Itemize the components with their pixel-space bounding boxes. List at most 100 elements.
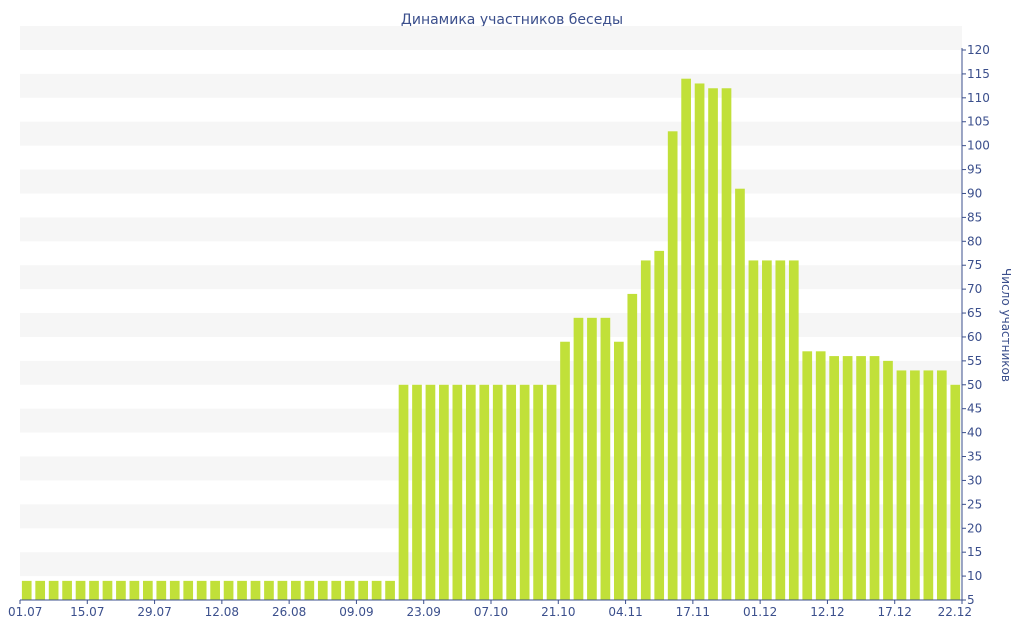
bar[interactable] bbox=[627, 293, 638, 600]
x-tick-label: 12.12 bbox=[810, 605, 844, 619]
bar[interactable] bbox=[802, 351, 813, 600]
bar[interactable] bbox=[936, 370, 947, 600]
x-tick-label: 17.12 bbox=[878, 605, 912, 619]
bar[interactable] bbox=[910, 370, 920, 600]
grid-band bbox=[20, 217, 962, 242]
x-tick-label: 26.08 bbox=[272, 605, 306, 619]
bar[interactable] bbox=[21, 580, 32, 600]
grid-band bbox=[20, 313, 962, 337]
bar[interactable] bbox=[869, 356, 880, 600]
y-tick-label: 80 bbox=[967, 234, 982, 248]
y-tick-label: 20 bbox=[967, 521, 982, 535]
bar[interactable] bbox=[883, 360, 893, 600]
bar[interactable] bbox=[196, 580, 207, 600]
bar[interactable] bbox=[546, 384, 557, 600]
bar[interactable] bbox=[654, 250, 665, 600]
bar[interactable] bbox=[600, 317, 611, 600]
bar[interactable] bbox=[264, 580, 274, 600]
bar[interactable] bbox=[412, 384, 422, 600]
bar[interactable] bbox=[62, 580, 72, 600]
bar[interactable] bbox=[129, 580, 140, 600]
bar[interactable] bbox=[762, 260, 772, 600]
bar[interactable] bbox=[291, 580, 301, 600]
bar[interactable] bbox=[142, 580, 153, 600]
bar[interactable] bbox=[223, 580, 234, 600]
bar[interactable] bbox=[492, 384, 503, 600]
x-tick-label: 01.07 bbox=[8, 605, 42, 619]
bar[interactable] bbox=[533, 384, 543, 600]
bar[interactable] bbox=[708, 88, 718, 601]
bar[interactable] bbox=[667, 131, 678, 600]
bar[interactable] bbox=[640, 260, 651, 600]
bar[interactable] bbox=[950, 384, 961, 600]
bar[interactable] bbox=[358, 580, 369, 600]
bar[interactable] bbox=[317, 580, 328, 600]
x-tick-label: 21.10 bbox=[541, 605, 575, 619]
bar[interactable] bbox=[169, 580, 180, 600]
bar[interactable] bbox=[425, 384, 436, 600]
bar[interactable] bbox=[35, 580, 46, 600]
x-tick-label: 22.12 bbox=[938, 605, 972, 619]
bar[interactable] bbox=[344, 580, 355, 600]
grid-band bbox=[20, 73, 962, 98]
bar[interactable] bbox=[815, 351, 826, 600]
bar[interactable] bbox=[560, 341, 570, 600]
bar[interactable] bbox=[304, 580, 315, 600]
bar[interactable] bbox=[829, 356, 840, 600]
grid-band bbox=[20, 169, 962, 194]
bar[interactable] bbox=[721, 88, 732, 601]
bar[interactable] bbox=[250, 580, 261, 600]
bar[interactable] bbox=[681, 78, 691, 600]
y-tick-label: 55 bbox=[967, 354, 982, 368]
grid-band bbox=[20, 121, 962, 146]
bar[interactable] bbox=[398, 384, 409, 600]
bar[interactable] bbox=[923, 370, 934, 600]
grid-band bbox=[20, 26, 962, 50]
bar[interactable] bbox=[842, 356, 853, 600]
bar[interactable] bbox=[748, 260, 759, 600]
y-tick-label: 15 bbox=[967, 545, 982, 559]
y-tick-label: 30 bbox=[967, 473, 982, 487]
bar[interactable] bbox=[519, 384, 530, 600]
bar[interactable] bbox=[694, 83, 705, 600]
bar[interactable] bbox=[465, 384, 476, 600]
bar[interactable] bbox=[573, 317, 584, 600]
bar[interactable] bbox=[735, 188, 745, 600]
bar[interactable] bbox=[587, 317, 597, 600]
bar[interactable] bbox=[48, 580, 59, 600]
bar[interactable] bbox=[277, 580, 288, 600]
bar[interactable] bbox=[371, 580, 382, 600]
bar[interactable] bbox=[613, 341, 624, 600]
bar[interactable] bbox=[156, 580, 167, 600]
bar[interactable] bbox=[506, 384, 517, 600]
bar[interactable] bbox=[183, 580, 194, 600]
bars bbox=[21, 78, 961, 601]
y-tick-label: 70 bbox=[967, 282, 982, 296]
y-tick-label: 25 bbox=[967, 497, 982, 511]
y-tick-label: 50 bbox=[967, 378, 982, 392]
bar[interactable] bbox=[237, 580, 247, 600]
x-tick-label: 23.09 bbox=[407, 605, 441, 619]
bar[interactable] bbox=[89, 580, 99, 600]
y-tick-label: 5 bbox=[967, 593, 975, 607]
bar[interactable] bbox=[331, 580, 342, 600]
bar[interactable] bbox=[479, 384, 490, 600]
bar[interactable] bbox=[439, 384, 449, 600]
x-tick-label: 07.10 bbox=[474, 605, 508, 619]
y-tick-label: 85 bbox=[967, 210, 982, 224]
bar[interactable] bbox=[788, 260, 799, 600]
bar[interactable] bbox=[75, 580, 86, 600]
x-tick-label: 12.08 bbox=[205, 605, 239, 619]
bar[interactable] bbox=[775, 260, 786, 600]
grid-band bbox=[20, 265, 962, 290]
bar[interactable] bbox=[385, 580, 395, 600]
bar[interactable] bbox=[116, 580, 126, 600]
bar[interactable] bbox=[452, 384, 463, 600]
bar[interactable] bbox=[210, 580, 220, 600]
bar[interactable] bbox=[896, 370, 907, 600]
bar[interactable] bbox=[856, 356, 866, 600]
bar[interactable] bbox=[102, 580, 113, 600]
y-tick-label: 120 bbox=[967, 43, 990, 57]
